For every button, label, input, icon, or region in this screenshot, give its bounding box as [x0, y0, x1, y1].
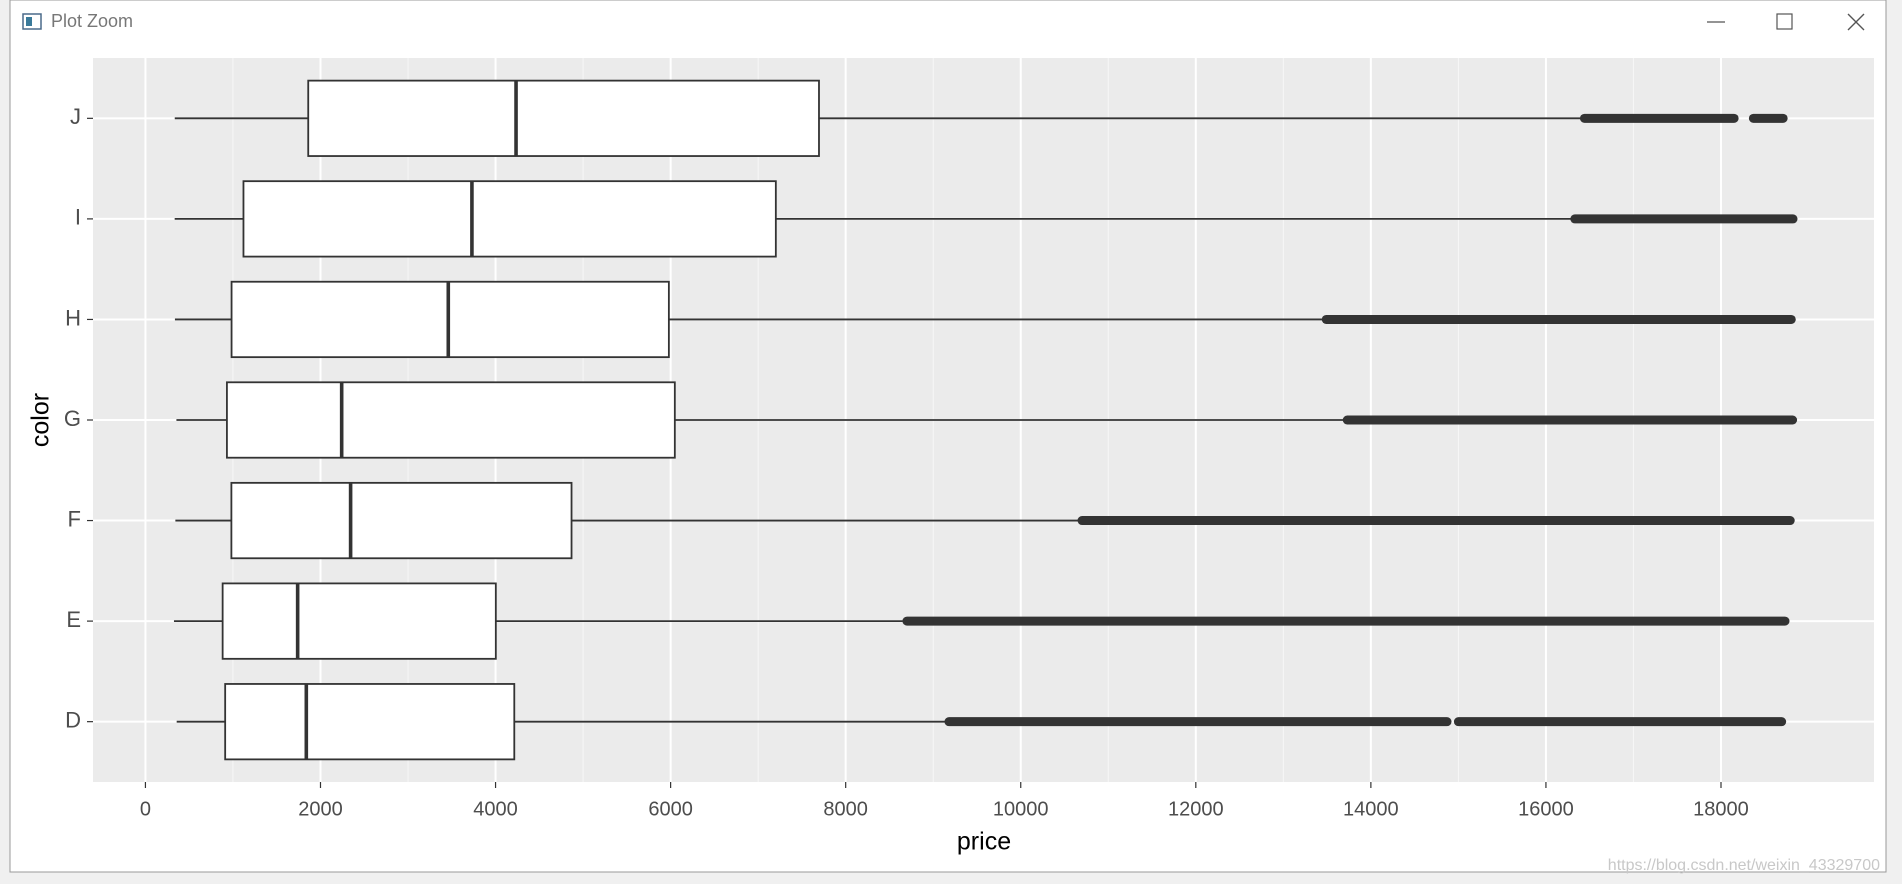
window-title: Plot Zoom [51, 11, 133, 31]
window-icon-part [26, 17, 32, 26]
x-tick-label: 10000 [993, 798, 1049, 820]
box [230, 280, 670, 359]
box [221, 582, 497, 660]
y-tick-label: D [65, 707, 81, 732]
box [224, 683, 516, 761]
x-tick-label: 8000 [823, 798, 868, 820]
maximize-button[interactable] [1776, 13, 1793, 30]
close-button[interactable] [1847, 13, 1865, 31]
x-tick-label: 0 [140, 798, 151, 820]
y-axis-label: color [27, 393, 55, 447]
x-tick-label: 2000 [298, 798, 343, 820]
box [307, 79, 820, 157]
x-tick-label: 14000 [1343, 798, 1399, 820]
y-tick-label: J [70, 104, 81, 129]
box [226, 381, 676, 459]
box [242, 180, 777, 258]
box [230, 481, 573, 560]
x-axis-label: price [957, 828, 1011, 856]
x-tick-label: 12000 [1168, 798, 1224, 820]
y-tick-label: H [65, 305, 81, 330]
x-tick-label: 18000 [1693, 798, 1749, 820]
x-tick-label: 16000 [1518, 798, 1574, 820]
x-tick-label: 4000 [473, 798, 518, 820]
y-tick-label: F [68, 506, 81, 531]
watermark: https://blog.csdn.net/weixin_43329700 [1608, 857, 1880, 874]
y-tick-label: I [75, 205, 81, 230]
y-tick-label: G [64, 406, 81, 431]
y-tick-label: E [66, 607, 81, 632]
x-tick-label: 6000 [648, 798, 693, 820]
